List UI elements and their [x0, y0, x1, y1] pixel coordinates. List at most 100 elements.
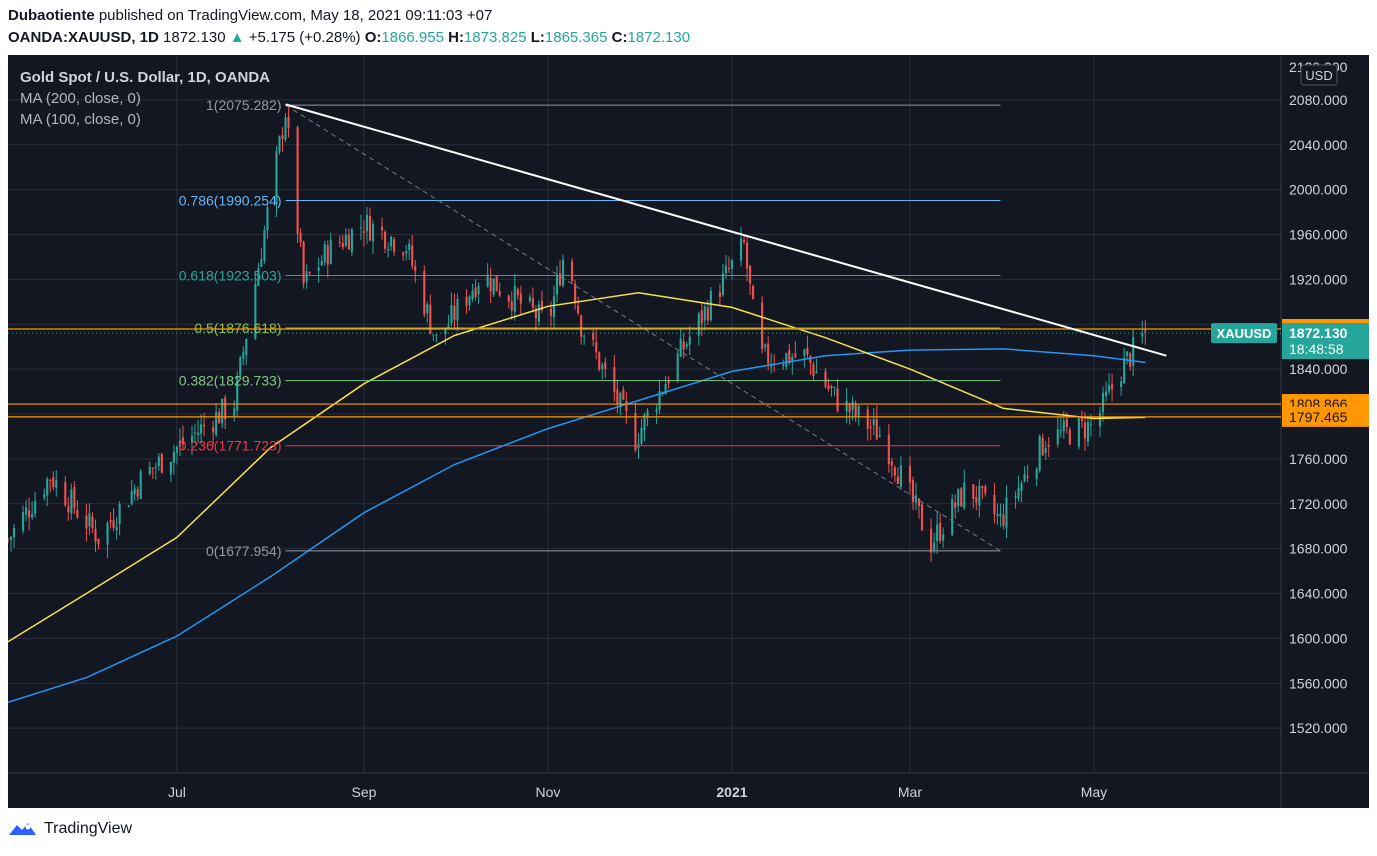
candle[interactable] [254, 283, 257, 339]
candle[interactable] [169, 461, 172, 475]
candle[interactable] [634, 413, 637, 451]
candle[interactable] [1005, 497, 1008, 528]
candle[interactable] [411, 245, 414, 266]
candle[interactable] [9, 536, 13, 540]
candle[interactable] [875, 418, 878, 440]
ma100-line[interactable] [8, 292, 1146, 643]
candle[interactable] [908, 466, 912, 483]
candle[interactable] [972, 484, 975, 500]
candle[interactable] [667, 381, 670, 384]
candle[interactable] [1056, 429, 1059, 445]
candle[interactable] [993, 494, 996, 515]
candle[interactable] [12, 527, 16, 538]
candle[interactable] [1077, 418, 1080, 447]
candle[interactable] [148, 466, 151, 475]
candle[interactable] [22, 512, 25, 531]
candle[interactable] [1047, 444, 1050, 447]
candle[interactable] [474, 287, 477, 298]
candle[interactable] [788, 349, 791, 364]
candle[interactable] [368, 216, 372, 241]
candle[interactable] [866, 409, 869, 429]
candle[interactable] [49, 479, 52, 481]
candle[interactable] [1059, 430, 1062, 432]
candle[interactable] [263, 230, 266, 261]
candle[interactable] [655, 409, 658, 412]
candle[interactable] [1111, 384, 1114, 390]
candle[interactable] [558, 273, 562, 286]
candle[interactable] [739, 238, 743, 261]
candle[interactable] [809, 356, 812, 364]
candle[interactable] [727, 267, 731, 270]
candle[interactable] [963, 482, 966, 509]
candle[interactable] [46, 478, 49, 496]
candle[interactable] [245, 339, 248, 355]
candle[interactable] [1041, 437, 1044, 456]
candle[interactable] [646, 410, 649, 418]
candle[interactable] [1107, 385, 1111, 392]
candle[interactable] [8, 539, 10, 541]
candle[interactable] [489, 277, 492, 292]
trendline[interactable] [285, 103, 1167, 357]
candle[interactable] [833, 386, 836, 388]
candle[interactable] [326, 245, 329, 265]
candle[interactable] [604, 362, 607, 369]
candle[interactable] [752, 285, 755, 300]
candle[interactable] [549, 308, 553, 316]
candle[interactable] [323, 244, 326, 263]
candle[interactable] [34, 500, 37, 514]
candle[interactable] [540, 300, 543, 311]
candle[interactable] [531, 298, 534, 308]
candle[interactable] [625, 400, 628, 412]
candle[interactable] [308, 272, 311, 274]
candle[interactable] [453, 305, 456, 320]
candle[interactable] [1123, 357, 1126, 384]
candle[interactable] [178, 440, 182, 447]
candle[interactable] [812, 364, 815, 376]
candle[interactable] [371, 224, 375, 242]
candle[interactable] [387, 249, 390, 251]
candle[interactable] [1086, 422, 1089, 442]
candle[interactable] [519, 293, 522, 304]
candle[interactable] [917, 498, 921, 507]
candle[interactable] [896, 476, 899, 484]
candle[interactable] [423, 270, 426, 315]
candle[interactable] [1126, 351, 1129, 356]
candle[interactable] [960, 488, 963, 507]
candle[interactable] [746, 242, 749, 269]
candle[interactable] [1044, 447, 1047, 453]
candle[interactable] [456, 298, 459, 321]
candle[interactable] [664, 384, 667, 395]
candle[interactable] [67, 506, 70, 513]
candle[interactable] [181, 437, 185, 445]
candle[interactable] [869, 426, 872, 428]
currency-badge[interactable] [1300, 64, 1338, 86]
candle[interactable] [218, 412, 221, 424]
fib-diagonal-line[interactable] [285, 104, 1001, 552]
candle[interactable] [402, 252, 405, 256]
candle[interactable] [580, 315, 583, 337]
candle[interactable] [872, 419, 875, 425]
candle[interactable] [1023, 474, 1026, 482]
candle[interactable] [109, 520, 112, 523]
candle[interactable] [88, 513, 91, 527]
candle[interactable] [975, 496, 978, 503]
candle[interactable] [830, 386, 833, 389]
candle[interactable] [601, 364, 604, 369]
candle[interactable] [154, 466, 157, 468]
candle[interactable] [703, 306, 706, 321]
candle[interactable] [984, 486, 987, 494]
candle[interactable] [239, 356, 242, 376]
candle[interactable] [1141, 333, 1144, 337]
candle[interactable] [914, 495, 918, 503]
candle[interactable] [28, 510, 31, 518]
candle[interactable] [43, 494, 46, 498]
candle[interactable] [302, 242, 305, 284]
candle[interactable] [384, 231, 387, 249]
symbol-tag[interactable] [1211, 323, 1277, 344]
candle[interactable] [344, 234, 347, 247]
candle[interactable] [320, 261, 323, 266]
candle[interactable] [622, 389, 625, 400]
candle[interactable] [224, 397, 227, 420]
candle[interactable] [136, 489, 139, 497]
candle[interactable] [761, 302, 764, 350]
